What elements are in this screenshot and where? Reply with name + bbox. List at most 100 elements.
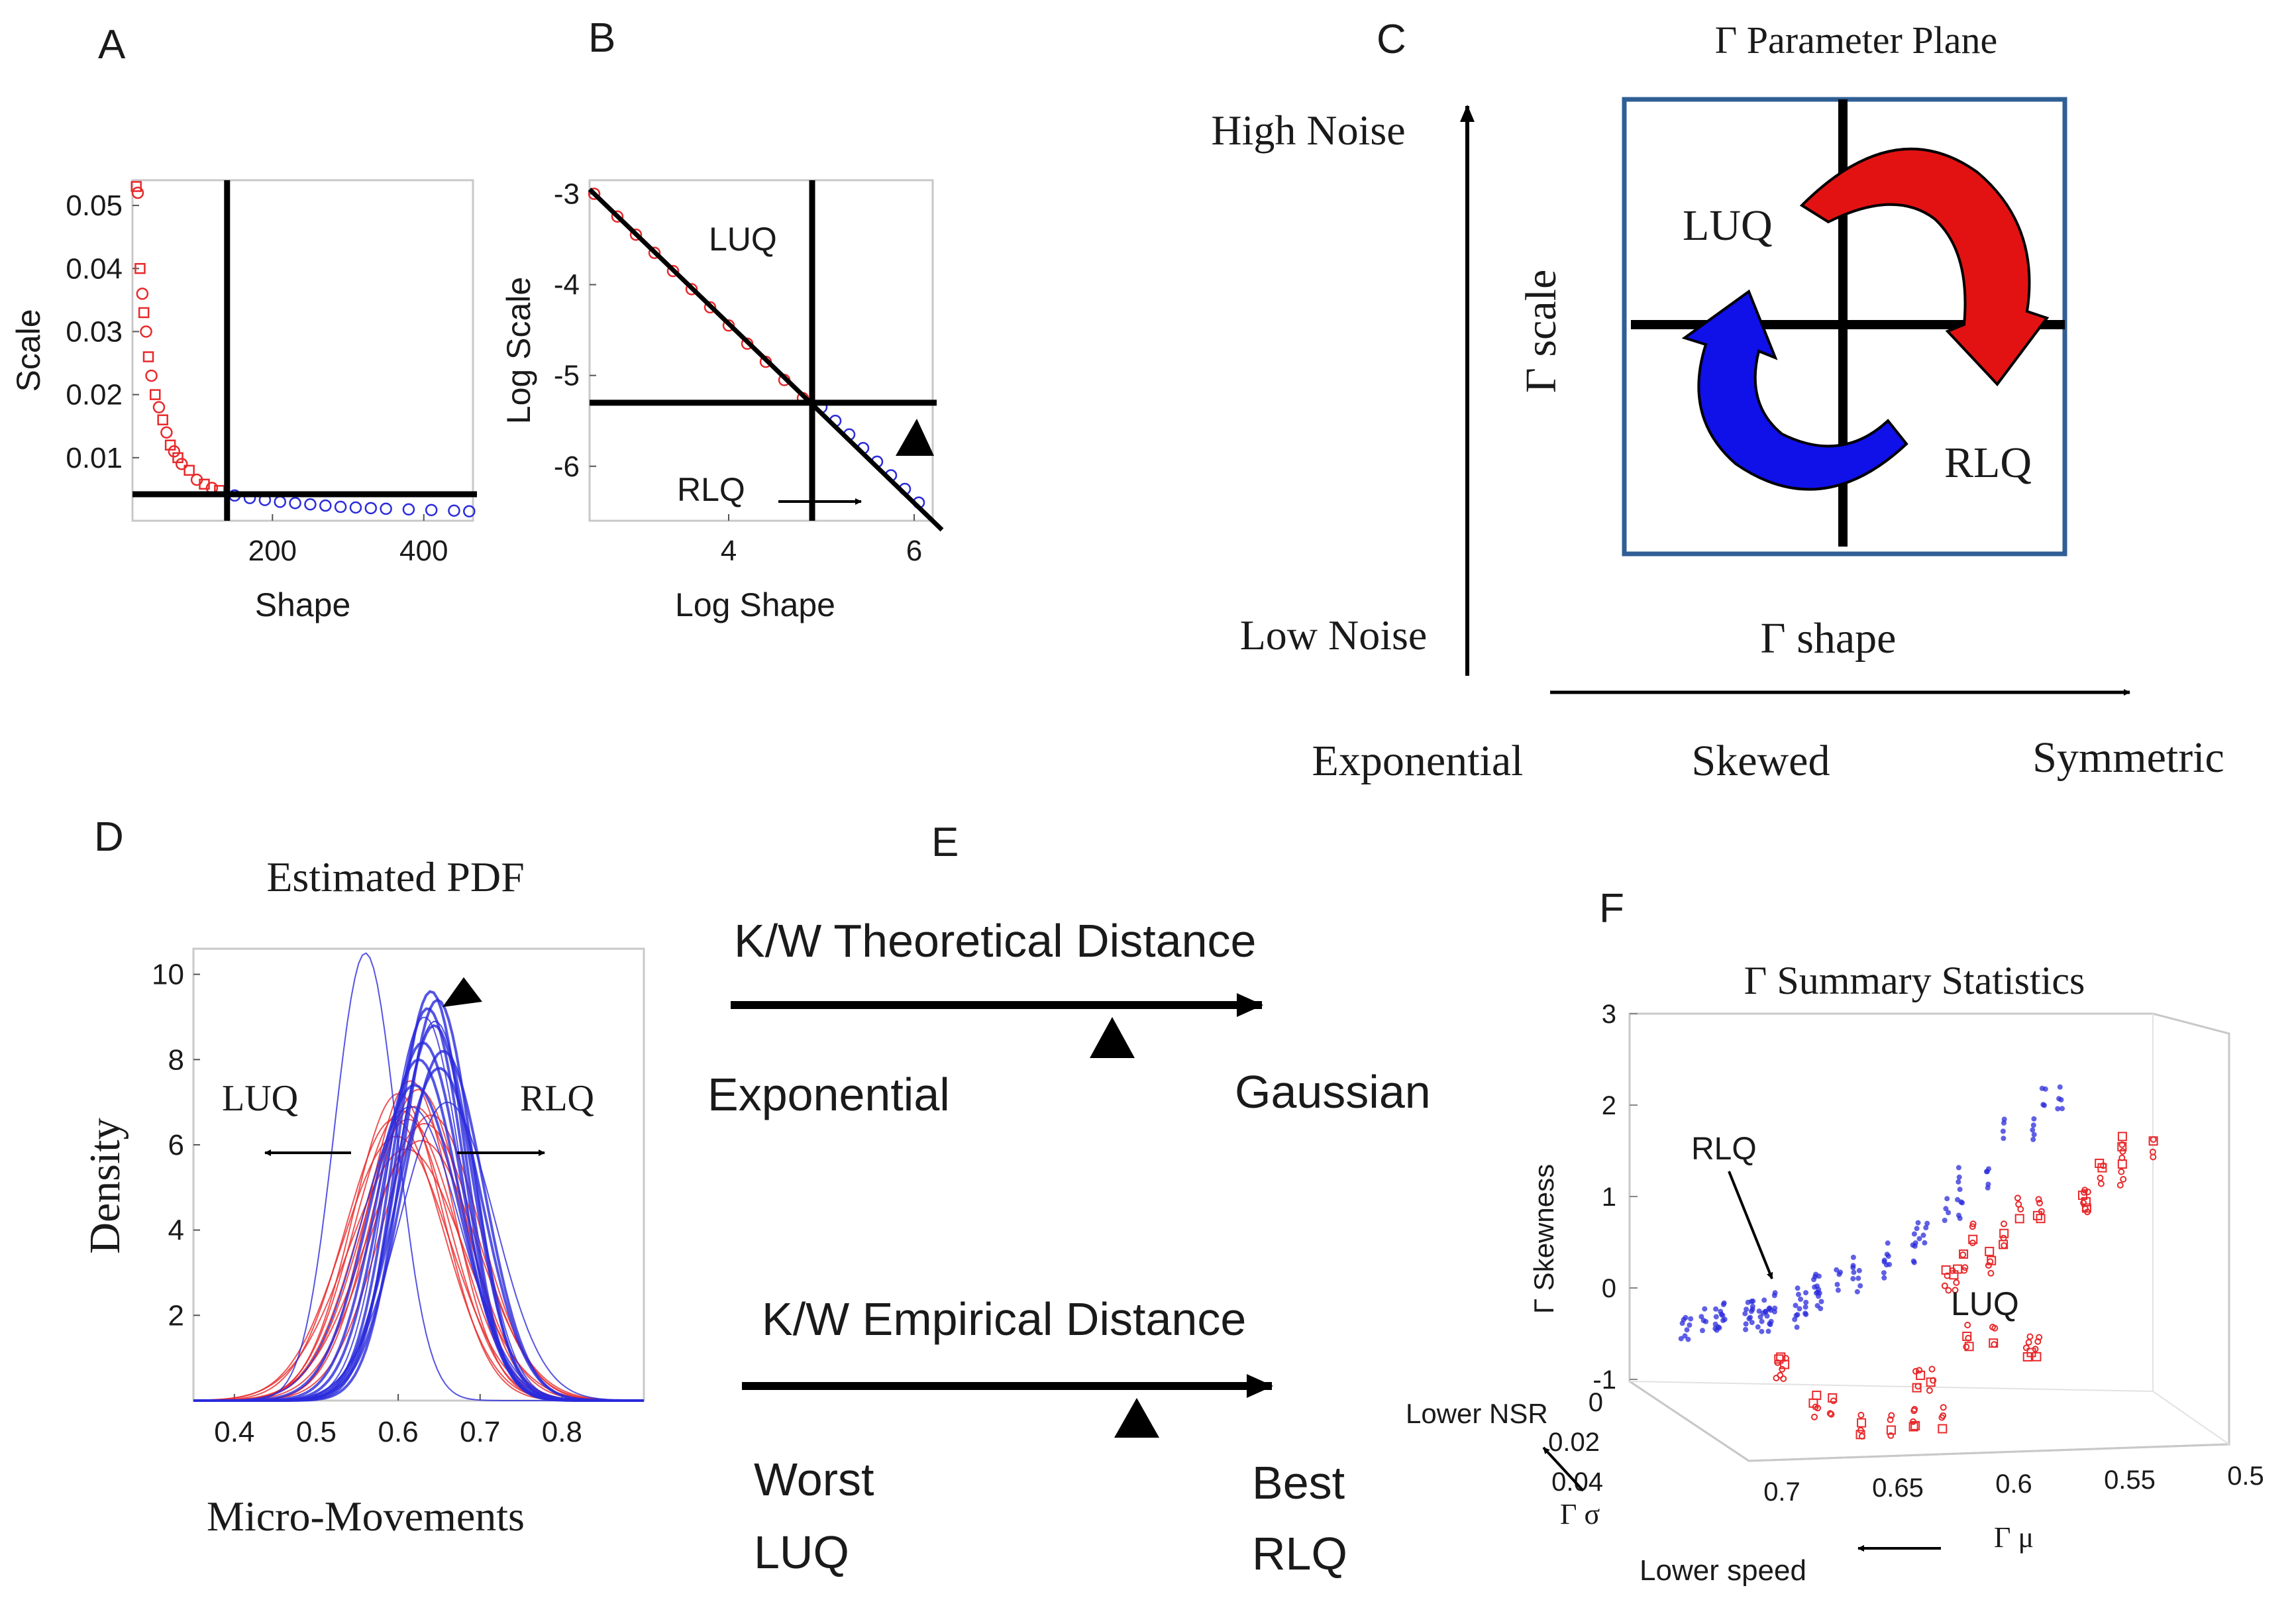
blue-point [1749, 1303, 1755, 1309]
blue-point [1745, 1299, 1751, 1305]
red-point [611, 210, 624, 223]
red-point [134, 263, 146, 274]
red-point [1952, 1287, 1959, 1294]
panel-f-lower-speed: Lower speed [1640, 1554, 1806, 1587]
blue-point [1803, 1312, 1809, 1317]
red-point [2022, 1352, 2032, 1361]
blue-point [349, 501, 362, 514]
red-point [130, 181, 142, 192]
blue-point [1802, 1304, 1808, 1310]
red-point [2100, 1162, 2107, 1169]
panel-f-title: Γ Summary Statistics [1744, 959, 2085, 1002]
red-point [1811, 1413, 1818, 1420]
blue-point [1922, 1240, 1928, 1246]
blue-density-curve [193, 1101, 644, 1401]
red-point [2149, 1148, 2156, 1155]
panel-f-ylabel: Γ σ [1560, 1498, 1600, 1530]
panel-f-rlq-label: RLQ [1691, 1132, 1757, 1167]
blue-point [1712, 1321, 1718, 1327]
blue-point [1856, 1267, 1862, 1273]
red-point [1964, 1342, 1974, 1352]
z-tick-label: 2 [1602, 1091, 1616, 1120]
red-point [1857, 1418, 1867, 1428]
y-tick-label: 2 [168, 1299, 184, 1332]
panel-d-title: Estimated PDF [266, 853, 524, 900]
blue-point [1838, 1269, 1844, 1275]
blue-point [2055, 1106, 2061, 1112]
blue-point [2040, 1102, 2046, 1108]
red-point [1828, 1393, 1838, 1403]
blue-point [1746, 1316, 1752, 1322]
blue-point [2060, 1106, 2065, 1112]
panel-f-xlabel: Γ μ [1994, 1521, 2034, 1554]
blue-point [2000, 1128, 2006, 1134]
red-point [1912, 1383, 1922, 1393]
red-point [1779, 1365, 1786, 1373]
blue-point [1713, 1314, 1719, 1320]
blue-point [1759, 1318, 1765, 1324]
panel-a-ylabel: Scale [10, 309, 47, 392]
red-point [1812, 1391, 1822, 1401]
red-point [2022, 1344, 2030, 1352]
red-point [175, 458, 188, 470]
red-point [1961, 1264, 1969, 1271]
red-point [2032, 1352, 2042, 1361]
panel-f-3d-box-outline [1628, 1012, 2230, 1462]
blue-point [1850, 1254, 1856, 1260]
x-tick-label: 4 [721, 535, 737, 567]
blue-point [1956, 1165, 1961, 1171]
blue-point [1855, 1275, 1861, 1281]
panel-label-e: E [931, 820, 959, 865]
fit-line [588, 187, 944, 532]
blue-point [1814, 1289, 1820, 1295]
red-point [2001, 1242, 2008, 1249]
blue-point [1742, 1310, 1748, 1316]
red-point [160, 426, 173, 439]
blue-point [463, 505, 476, 517]
blue-point [1684, 1327, 1690, 1333]
red-point [2036, 1334, 2043, 1341]
panel-d-chart: Estimated PDF 0.4 0.5 0.6 0.7 0.8 2 4 6 8 10 Micr… [81, 853, 645, 1540]
red-point [1987, 1269, 1995, 1277]
red-point [2034, 1338, 2042, 1345]
sigma-tick-label: 0 [1589, 1388, 1603, 1417]
red-point [1987, 1258, 1994, 1265]
blue-point [1946, 1210, 1952, 1216]
z-tick-label: 1 [1602, 1183, 1616, 1212]
blue-point [1700, 1328, 1705, 1334]
blue-point [1713, 1306, 1719, 1312]
panel-d-ylabel: Density [81, 1118, 129, 1253]
blue-point [425, 504, 438, 517]
red-point [183, 464, 195, 476]
blue-point [1794, 1324, 1800, 1330]
red-point [2097, 1180, 2105, 1187]
panel-e-diagram: K/W Theoretical Distance Exponential Gau… [707, 915, 1431, 1579]
mu-tick-label: 0.7 [1763, 1477, 1800, 1507]
panel-c-exponential: Exponential [1312, 737, 1524, 785]
red-point [168, 445, 181, 458]
panel-d-luq-label: LUQ [222, 1078, 298, 1119]
blue-point [1718, 1308, 1724, 1314]
blue-point [1792, 1316, 1798, 1322]
panel-f-zlabel: Γ Skewness [1528, 1164, 1559, 1314]
panel-b-rlq-label: RLQ [677, 471, 745, 508]
red-point [2036, 1199, 2043, 1206]
red-point [1969, 1223, 1976, 1230]
panel-label-d: D [94, 814, 124, 860]
red-point [157, 414, 168, 425]
red-point [2014, 1195, 2021, 1202]
red-point [1959, 1249, 1969, 1259]
blue-point [1682, 1333, 1688, 1339]
panel-f-luq-label: LUQ [1951, 1285, 2019, 1322]
red-point [1991, 1324, 1999, 1332]
red-point [1886, 1425, 1896, 1435]
red-point [2000, 1234, 2007, 1242]
red-point [2080, 1199, 2087, 1206]
red-point [136, 288, 149, 300]
blue-point [1834, 1267, 1840, 1273]
blue-point [1687, 1322, 1693, 1328]
y-tick-label: 8 [168, 1043, 184, 1076]
blue-point [1881, 1275, 1887, 1281]
blue-point [1720, 1318, 1726, 1324]
blue-point [1743, 1321, 1749, 1327]
